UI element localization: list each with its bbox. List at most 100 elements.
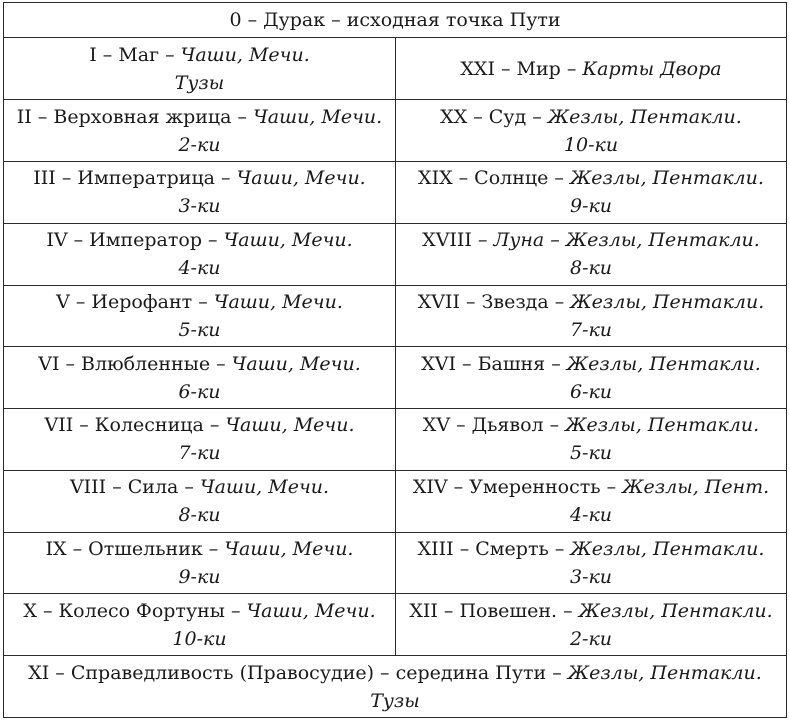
arcana-cell-right: XII – Повешен. – Жезлы, Пентакли. 2-ки bbox=[395, 593, 787, 657]
arcana-line: XVII – Звезда – Жезлы, Пентакли. bbox=[402, 288, 780, 316]
suit-correspondence: Жезлы, Пентакли. bbox=[569, 167, 764, 190]
arcana-line: XIII – Смерть – Жезлы, Пентакли. bbox=[402, 535, 780, 563]
table-row: II – Верховная жрица – Чаши, Мечи. 2-ки XX… bbox=[3, 99, 787, 162]
tarot-correspondence-table: 0 – Дурак – исходная точка Пути I – Маг … bbox=[3, 1, 787, 718]
suit-correspondence: Жезлы, Пентакли. bbox=[570, 290, 765, 313]
arcana-name: X – Колесо Фортуны – bbox=[23, 599, 247, 622]
arcana-name: XII – Повешен. – bbox=[409, 599, 579, 622]
arcana-name: V – Иерофант – bbox=[56, 290, 214, 313]
arcana-cell-left: III – Императрица – Чаши, Мечи. 3-ки bbox=[3, 160, 396, 224]
arcana-cell-left: V – Иерофант – Чаши, Мечи. 5-ки bbox=[3, 284, 396, 348]
arcana-cell-left: X – Колесо Фортуны – Чаши, Мечи. 10-ки bbox=[3, 593, 396, 657]
table-row: VIII – Сила – Чаши, Мечи. 8-ки XIV – Умере… bbox=[3, 469, 787, 533]
arcana-line: VIII – Сила – Чаши, Мечи. bbox=[10, 473, 389, 501]
arcana-name: XV – Дьявол – bbox=[422, 414, 566, 437]
suit-correspondence: Чаши, Мечи. bbox=[223, 229, 353, 252]
arcana-cell-left: IX – Отшельник – Чаши, Мечи. 9-ки bbox=[3, 531, 396, 595]
suit-correspondence: Жезлы, Пентакли. bbox=[566, 352, 761, 375]
suit-correspondence: Жезлы, Пентакли. bbox=[565, 414, 760, 437]
rank-correspondence: 4-ки bbox=[178, 257, 221, 280]
rank-correspondence: 5-ки bbox=[178, 318, 221, 341]
rank-correspondence: 2-ки bbox=[569, 627, 613, 650]
arcana-cell-right: XXI – Мир – Карты Двора bbox=[395, 37, 787, 101]
table-row: VI – Влюбленные – Чаши, Мечи. 6-ки XVI – Б… bbox=[3, 346, 787, 410]
footer-main-text: XI – Справедливость (Правосудие) – серед… bbox=[28, 661, 568, 684]
footer-body: XI – Справедливость (Правосудие) – серед… bbox=[3, 655, 787, 718]
arcana-cell-left: I – Маг – Чаши, Мечи. Тузы bbox=[3, 37, 396, 101]
arcana-line: XX – Суд – Жезлы, Пентакли. bbox=[402, 103, 780, 131]
arcana-line: X – Колесо Фортуны – Чаши, Мечи. bbox=[10, 597, 389, 625]
arcana-cell-right: XX – Суд – Жезлы, Пентакли. 10-ки bbox=[395, 99, 787, 162]
rank-correspondence: 9-ки bbox=[569, 195, 613, 218]
arcana-name: VIII – Сила – bbox=[69, 476, 200, 499]
rows-body: I – Маг – Чаши, Мечи. Тузы XXI – Мир – Кар… bbox=[3, 37, 787, 657]
suit-correspondence: Чаши, Мечи. bbox=[180, 43, 310, 66]
arcana-line: IX – Отшельник – Чаши, Мечи. bbox=[10, 535, 389, 563]
suit-correspondence: Чаши, Мечи. bbox=[236, 167, 366, 190]
arcana-cell-right: XVII – Звезда – Жезлы, Пентакли. 7-ки bbox=[395, 284, 787, 348]
arcana-name: XVIII – bbox=[422, 229, 494, 252]
table-row: X – Колесо Фортуны – Чаши, Мечи. 10-ки XII… bbox=[3, 593, 787, 657]
table-row: I – Маг – Чаши, Мечи. Тузы XXI – Мир – Кар… bbox=[3, 37, 787, 101]
arcana-cell-right: XVIII – Луна – Жезлы, Пентакли. 8-ки bbox=[395, 222, 787, 286]
rank-correspondence: 10-ки bbox=[172, 627, 227, 650]
arcana-line: XIX – Солнце – Жезлы, Пентакли. bbox=[402, 164, 780, 192]
suit-correspondence: Жезлы, Пент. bbox=[622, 476, 770, 499]
arcana-line: VI – Влюбленные – Чаши, Мечи. bbox=[10, 350, 389, 378]
arcana-name: IX – Отшельник – bbox=[45, 537, 225, 560]
suit-correspondence: Карты Двора bbox=[582, 57, 722, 80]
arcana-cell-left: II – Верховная жрица – Чаши, Мечи. 2-ки bbox=[3, 99, 396, 162]
rank-correspondence: 7-ки bbox=[178, 442, 221, 465]
arcana-name: XIV – Умеренность – bbox=[412, 476, 623, 499]
arcana-name: I – Маг – bbox=[89, 43, 181, 66]
arcana-name: II – Верховная жрица – bbox=[16, 105, 254, 128]
header-text: 0 – Дурак – исходная точка Пути bbox=[229, 9, 561, 32]
rank-correspondence: 5-ки bbox=[569, 442, 613, 465]
table-body: 0 – Дурак – исходная точка Пути bbox=[3, 1, 787, 39]
rank-correspondence: 8-ки bbox=[569, 257, 613, 280]
arcana-line: III – Императрица – Чаши, Мечи. bbox=[10, 164, 389, 192]
rank-correspondence: 8-ки bbox=[178, 504, 221, 527]
arcana-line: XVI – Башня – Жезлы, Пентакли. bbox=[402, 350, 780, 378]
rank-correspondence: Тузы bbox=[174, 71, 225, 94]
table-row: III – Императрица – Чаши, Мечи. 3-ки XIX –… bbox=[3, 160, 787, 224]
arcana-cell-left: IV – Император – Чаши, Мечи. 4-ки bbox=[3, 222, 396, 286]
arcana-line: XIV – Умеренность – Жезлы, Пент. bbox=[402, 473, 780, 501]
arcana-name: XIX – Солнце – bbox=[418, 167, 570, 190]
arcana-name: XIII – Смерть – bbox=[417, 537, 571, 560]
footer-row: XI – Справедливость (Правосудие) – серед… bbox=[3, 655, 787, 718]
suit-correspondence: Чаши, Мечи. bbox=[213, 290, 343, 313]
arcana-cell-right: XIV – Умеренность – Жезлы, Пент. 4-ки bbox=[395, 469, 787, 533]
suit-correspondence: Жезлы, Пентакли. bbox=[547, 105, 742, 128]
arcana-line: XII – Повешен. – Жезлы, Пентакли. bbox=[402, 597, 780, 625]
arcana-name: IV – Император – bbox=[46, 229, 224, 252]
table-row: IX – Отшельник – Чаши, Мечи. 9-ки XIII – С… bbox=[3, 531, 787, 595]
arcana-line: IV – Император – Чаши, Мечи. bbox=[10, 226, 389, 254]
arcana-line: I – Маг – Чаши, Мечи. bbox=[10, 41, 389, 69]
arcana-name: XVII – Звезда – bbox=[417, 290, 571, 313]
suit-correspondence: Жезлы, Пентакли. bbox=[570, 537, 765, 560]
arcana-line: XXI – Мир – Карты Двора bbox=[402, 55, 780, 83]
arcana-line: II – Верховная жрица – Чаши, Мечи. bbox=[10, 103, 389, 131]
arcana-cell-left: VIII – Сила – Чаши, Мечи. 8-ки bbox=[3, 469, 396, 533]
rank-correspondence: 7-ки bbox=[569, 318, 613, 341]
rank-correspondence: 9-ки bbox=[178, 565, 221, 588]
suit-correspondence: Луна – Жезлы, Пентакли. bbox=[493, 229, 760, 252]
rank-correspondence: 4-ки bbox=[569, 504, 613, 527]
rank-correspondence: 6-ки bbox=[178, 380, 221, 403]
arcana-line: V – Иерофант – Чаши, Мечи. bbox=[10, 288, 389, 316]
rank-correspondence: 6-ки bbox=[569, 380, 613, 403]
arcana-name: VII – Колесница – bbox=[44, 414, 226, 437]
arcana-name: XXI – Мир – bbox=[460, 57, 583, 80]
table-row: VII – Колесница – Чаши, Мечи. 7-ки XV – Дь… bbox=[3, 408, 787, 471]
footer-cell: XI – Справедливость (Правосудие) – серед… bbox=[3, 655, 787, 718]
suit-correspondence: Чаши, Мечи. bbox=[246, 599, 376, 622]
arcana-line: XVIII – Луна – Жезлы, Пентакли. bbox=[402, 226, 780, 254]
suit-correspondence: Чаши, Мечи. bbox=[231, 352, 361, 375]
header-cell: 0 – Дурак – исходная точка Пути bbox=[3, 1, 787, 39]
arcana-line: VII – Колесница – Чаши, Мечи. bbox=[10, 411, 389, 439]
arcana-cell-right: XVI – Башня – Жезлы, Пентакли. 6-ки bbox=[395, 346, 787, 410]
arcana-name: XX – Суд – bbox=[440, 105, 548, 128]
arcana-cell-right: XIX – Солнце – Жезлы, Пентакли. 9-ки bbox=[395, 160, 787, 224]
arcana-name: XVI – Башня – bbox=[421, 352, 567, 375]
